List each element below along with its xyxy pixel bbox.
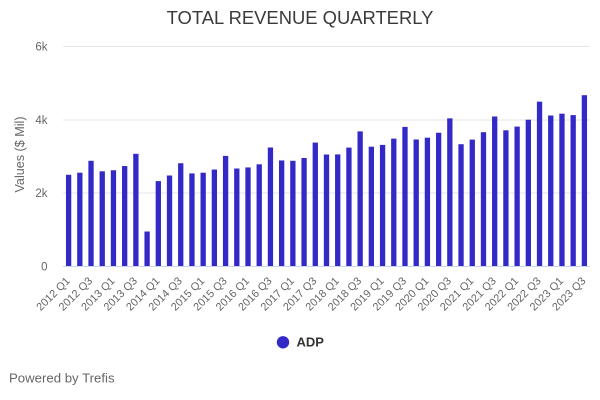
svg-text:6k: 6k [35, 42, 47, 54]
svg-text:0: 0 [41, 262, 47, 274]
svg-text:ADP: ADP [297, 335, 325, 350]
svg-text:Values ($ Mil): Values ($ Mil) [13, 116, 27, 192]
svg-text:2k: 2k [35, 188, 47, 200]
svg-text:Powered by Trefis: Powered by Trefis [9, 371, 115, 386]
svg-text:4k: 4k [35, 115, 47, 127]
